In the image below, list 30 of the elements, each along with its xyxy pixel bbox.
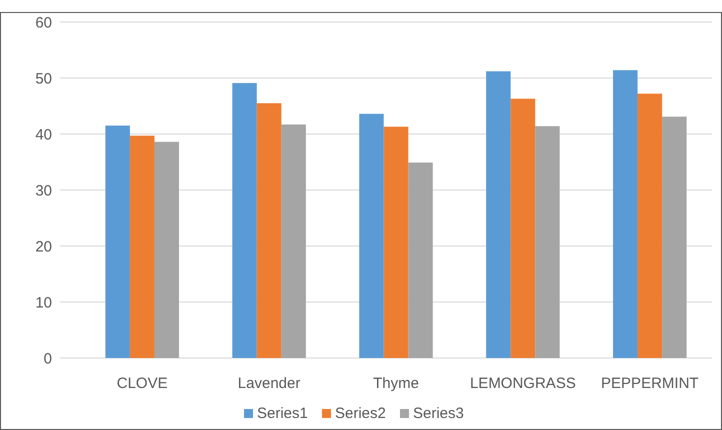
bar: [510, 98, 536, 358]
legend-label: Series2: [335, 405, 386, 422]
bar: [281, 124, 306, 358]
x-tick-label: CLOVE: [116, 375, 168, 392]
bar: [613, 70, 638, 358]
bar: [359, 114, 384, 358]
bar: [638, 94, 662, 358]
x-tick-label: LEMONGRASS: [470, 375, 576, 392]
bar: [486, 71, 511, 358]
bar: [384, 126, 408, 358]
y-tick-label: 60: [35, 14, 52, 32]
bar: [130, 136, 154, 358]
x-tick-label: Thyme: [373, 375, 419, 392]
y-tick-label: 30: [35, 182, 52, 200]
legend-label: Series1: [257, 405, 308, 422]
y-tick-label: 50: [35, 70, 52, 88]
y-tick-label: 40: [35, 126, 52, 144]
x-tick-label: PEPPERMINT: [601, 375, 699, 392]
bar: [256, 103, 282, 358]
y-tick-label: 0: [44, 350, 52, 368]
bar: [154, 142, 179, 358]
x-tick-label: Lavender: [238, 375, 300, 392]
bar: [535, 126, 560, 358]
y-tick-label: 20: [35, 238, 52, 256]
y-tick-label: 10: [35, 294, 52, 312]
bar: [662, 116, 687, 358]
legend-label: Series3: [413, 405, 464, 422]
bar: [105, 126, 130, 358]
bar: [408, 162, 433, 358]
bar: [232, 83, 257, 358]
